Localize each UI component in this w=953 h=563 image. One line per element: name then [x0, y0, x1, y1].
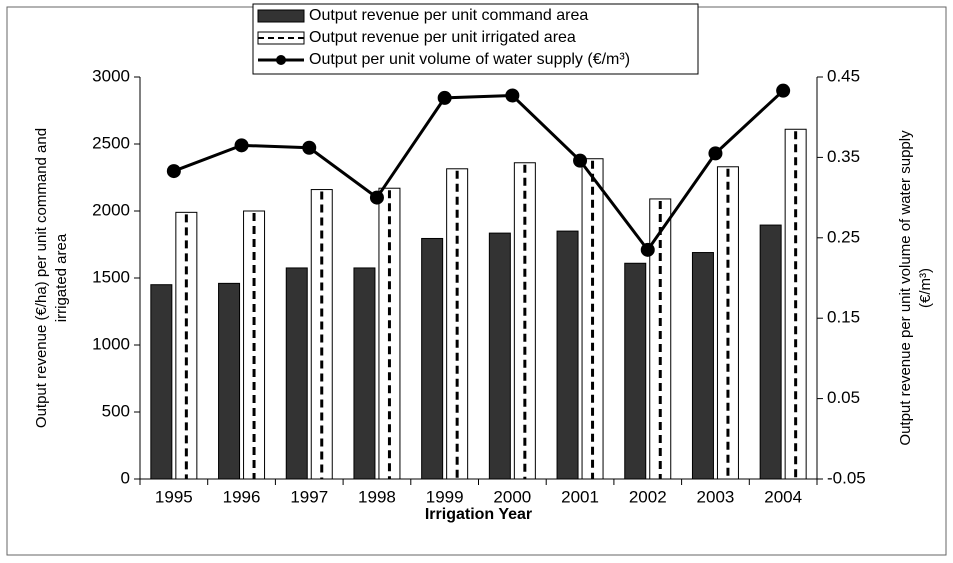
line: [173, 89, 785, 253]
x-axis-title: Irrigation Year: [425, 506, 532, 523]
bar-group: [310, 189, 333, 480]
y2-tick-label: -0.05: [827, 468, 866, 487]
x-tick-label: 2002: [629, 487, 667, 506]
bar: [150, 284, 173, 480]
bar-group: [488, 232, 511, 480]
x-tick-label: 1995: [155, 487, 193, 506]
y2-tick-label: 0.45: [827, 66, 860, 85]
bar-group: [513, 162, 536, 480]
bar-group: [691, 252, 714, 480]
x-tick-label: 1997: [290, 487, 328, 506]
bar: [285, 267, 308, 480]
y-tick-label: 1500: [92, 267, 130, 286]
bar-group: [150, 284, 173, 480]
x-tick-label: 1998: [358, 487, 396, 506]
y-tick-label: 3000: [92, 66, 130, 85]
legend-label: Output per unit volume of water supply (…: [309, 51, 630, 68]
bar-group: [649, 198, 672, 480]
bar-group: [175, 211, 198, 480]
bar: [716, 166, 739, 480]
y2-axis-title: Output revenue per unit volume of water …: [897, 130, 914, 446]
bar-group: [285, 267, 308, 480]
y-axis-title: Output revenue (€/ha) per unit command a…: [33, 128, 50, 428]
bar: [421, 237, 444, 480]
x-tick-label: 1996: [223, 487, 261, 506]
y-tick-label: 500: [102, 401, 130, 420]
x-tick-label: 2003: [697, 487, 735, 506]
bar: [759, 224, 782, 480]
line-marker: [437, 90, 452, 105]
line-marker: [166, 164, 181, 179]
bar: [691, 252, 714, 480]
line-marker: [708, 146, 723, 161]
line-marker: [573, 153, 588, 168]
bar: [488, 232, 511, 480]
y-axis-title: irrigated area: [53, 233, 70, 322]
y2-axis-title: (€/m³): [917, 268, 934, 308]
bar-group: [716, 166, 739, 480]
legend-label: Output revenue per unit irrigated area: [309, 29, 576, 46]
line-marker: [369, 190, 384, 205]
y-tick-label: 2500: [92, 133, 130, 152]
y-tick-label: 0: [121, 468, 130, 487]
bar-group: [243, 210, 266, 480]
x-tick-label: 2001: [561, 487, 599, 506]
y2-tick-label: 0.35: [827, 147, 860, 166]
bar-group: [556, 230, 579, 480]
legend-label: Output revenue per unit command area: [309, 7, 588, 24]
bar-group: [759, 224, 782, 480]
bar-group: [218, 282, 241, 480]
y2-tick-label: 0.25: [827, 227, 860, 246]
line-marker: [776, 83, 791, 98]
bar-group: [353, 267, 376, 480]
x-tick-label: 1999: [426, 487, 464, 506]
bar-group: [784, 128, 807, 480]
y-tick-label: 2000: [92, 200, 130, 219]
bar-group: [378, 187, 401, 480]
y2-tick-label: 0.15: [827, 308, 860, 327]
bar-group: [581, 158, 604, 480]
line-marker: [234, 138, 249, 153]
legend-swatch: [257, 9, 305, 23]
y2-tick-label: 0.05: [827, 388, 860, 407]
x-tick-label: 2000: [493, 487, 531, 506]
legend-box: [252, 3, 699, 75]
bar: [624, 262, 647, 480]
bar-group: [624, 262, 647, 480]
bar: [446, 168, 469, 480]
line-marker: [640, 242, 655, 257]
bar: [218, 282, 241, 480]
bar-group: [446, 168, 469, 480]
legend-marker: [276, 55, 286, 65]
y-tick-label: 1000: [92, 334, 130, 353]
bar: [556, 230, 579, 480]
x-tick-label: 2004: [764, 487, 802, 506]
line-marker: [505, 88, 520, 103]
bar-group: [421, 237, 444, 480]
line-marker: [302, 140, 317, 155]
bar: [353, 267, 376, 480]
